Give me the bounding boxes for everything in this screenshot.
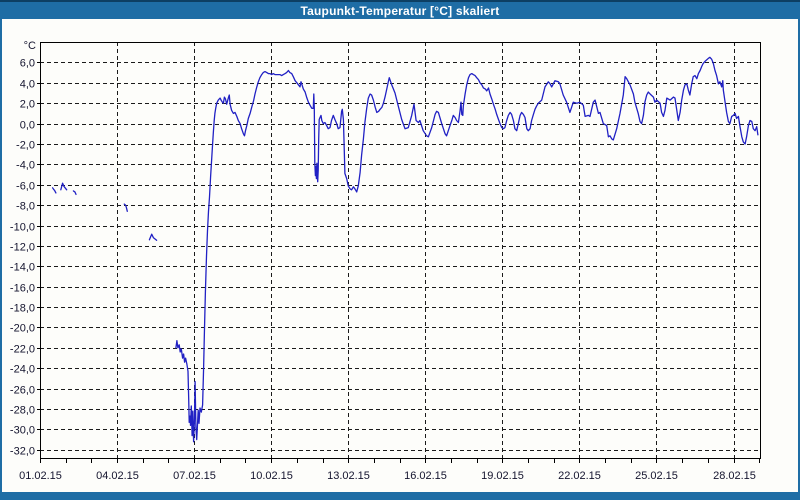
y-tick-label: -30,0 xyxy=(10,425,35,437)
y-tick-label: 4,0 xyxy=(20,79,35,91)
y-tick-label: -24,0 xyxy=(10,364,35,376)
y-tick-label: 0,0 xyxy=(20,120,35,132)
temperature-line-segment xyxy=(148,233,158,241)
y-tick-label: -22,0 xyxy=(10,344,35,356)
y-tick-label: 6,0 xyxy=(20,58,35,70)
y-tick-label: -4,0 xyxy=(16,160,35,172)
y-tick-label: -16,0 xyxy=(10,283,35,295)
plot-frame xyxy=(40,42,761,459)
y-tick-label: -6,0 xyxy=(16,181,35,193)
y-tick-label: -20,0 xyxy=(10,323,35,335)
x-tick-label: 22.02.15 xyxy=(558,470,601,482)
y-tick-label: -14,0 xyxy=(10,262,35,274)
window-border-left xyxy=(0,19,2,500)
y-tick-label: -32,0 xyxy=(10,446,35,458)
temperature-line-segment xyxy=(123,203,128,212)
plot-background xyxy=(40,42,760,458)
window-border-right xyxy=(798,19,800,500)
x-tick-label: 28.02.15 xyxy=(713,470,756,482)
temperature-line-segment xyxy=(72,190,77,196)
y-tick-label: -12,0 xyxy=(10,242,35,254)
x-tick-label: 10.02.15 xyxy=(250,470,293,482)
temperature-line-segment xyxy=(175,56,759,443)
y-axis-unit-label: °C xyxy=(24,40,36,52)
y-tick-label: -10,0 xyxy=(10,222,35,234)
x-tick-label: 07.02.15 xyxy=(173,470,216,482)
x-tick-label: 13.02.15 xyxy=(327,470,370,482)
bottom-bar xyxy=(0,492,800,500)
temperature-line-segment xyxy=(51,187,57,194)
y-tick-label: -2,0 xyxy=(16,140,35,152)
y-tick-label: -26,0 xyxy=(10,385,35,397)
y-tick-label: -18,0 xyxy=(10,303,35,315)
y-tick-label: -8,0 xyxy=(16,201,35,213)
x-tick-label: 25.02.15 xyxy=(635,470,678,482)
title-bar: Taupunkt-Temperatur [°C] skaliert xyxy=(0,0,800,19)
y-tick-label: -28,0 xyxy=(10,405,35,417)
x-tick-label: 16.02.15 xyxy=(404,470,447,482)
x-tick-label: 01.02.15 xyxy=(19,470,62,482)
x-tick-label: 04.02.15 xyxy=(96,470,139,482)
temperature-line-segment xyxy=(60,182,68,191)
window-title: Taupunkt-Temperatur [°C] skaliert xyxy=(300,4,500,18)
y-tick-label: 2,0 xyxy=(20,99,35,111)
x-tick-label: 19.02.15 xyxy=(481,470,524,482)
